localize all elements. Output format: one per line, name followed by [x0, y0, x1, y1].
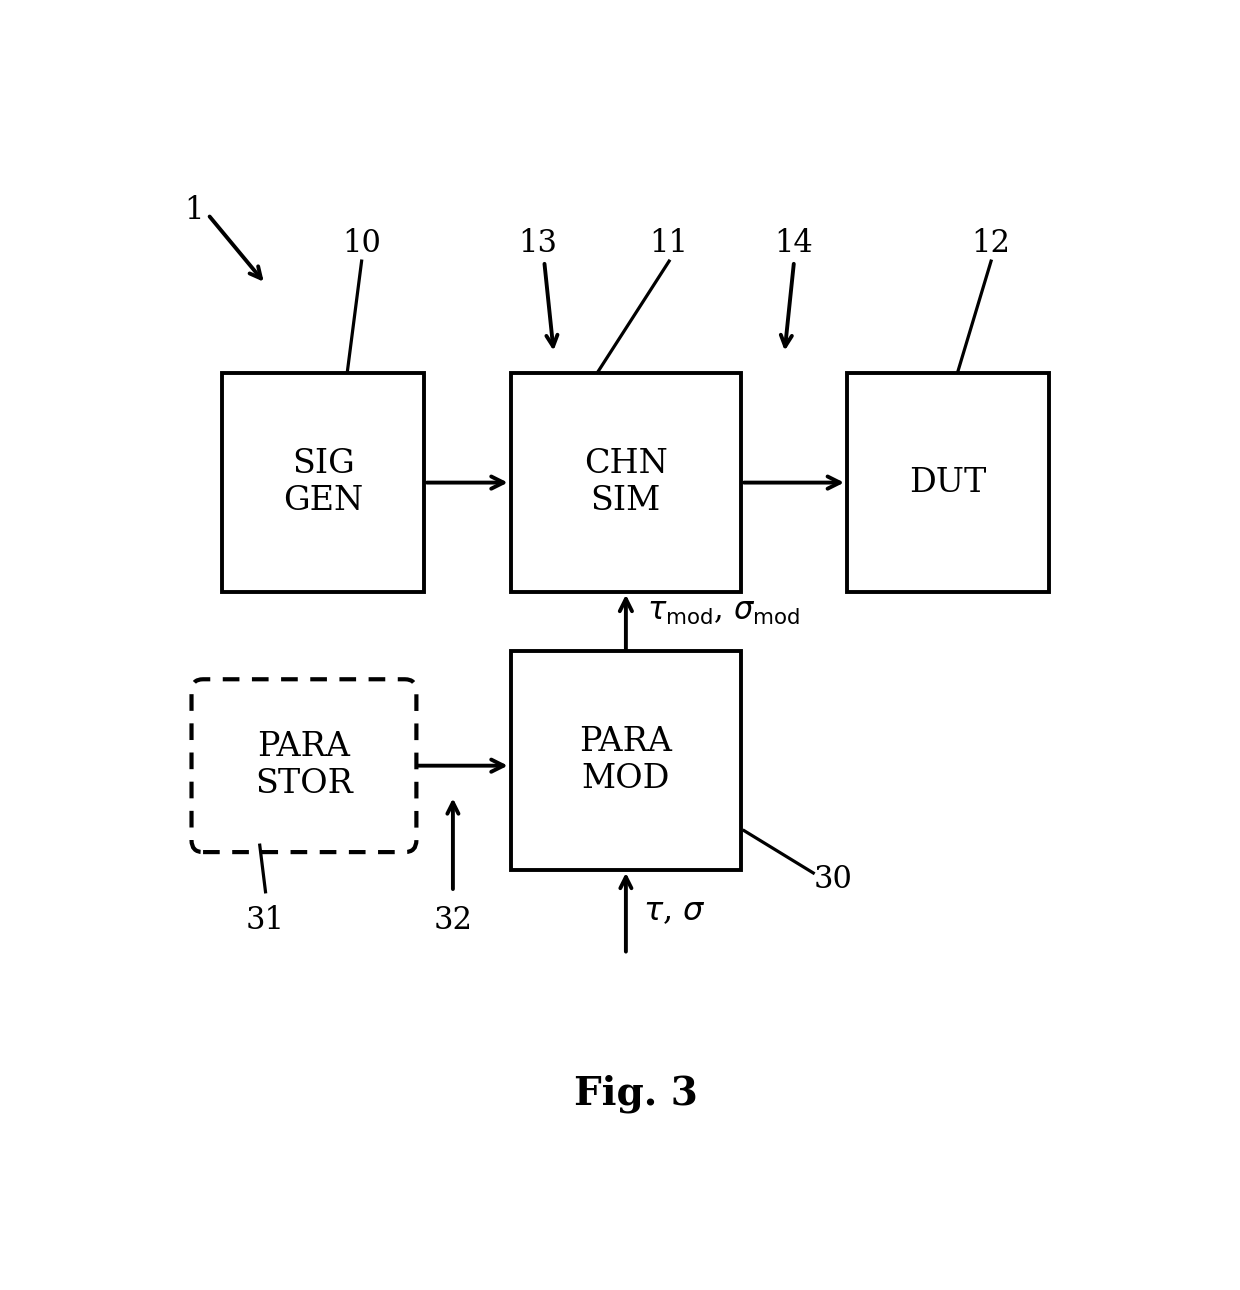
Text: CHN
SIM: CHN SIM: [584, 448, 668, 517]
FancyBboxPatch shape: [191, 680, 417, 853]
Text: 13: 13: [518, 228, 557, 259]
Text: $\tau$, $\sigma$: $\tau$, $\sigma$: [644, 897, 706, 928]
Text: $\tau_{\rm mod}$, $\sigma_{\rm mod}$: $\tau_{\rm mod}$, $\sigma_{\rm mod}$: [647, 596, 800, 627]
Text: DUT: DUT: [909, 467, 987, 499]
Text: 32: 32: [434, 904, 472, 935]
Bar: [511, 651, 742, 869]
Text: 11: 11: [650, 228, 688, 259]
Text: 1: 1: [184, 195, 203, 226]
Text: SIG
GEN: SIG GEN: [283, 448, 363, 517]
Text: PARA
MOD: PARA MOD: [579, 726, 672, 795]
Text: 12: 12: [972, 228, 1011, 259]
Text: 10: 10: [342, 228, 381, 259]
Bar: [847, 373, 1049, 592]
Text: 30: 30: [813, 864, 852, 895]
Bar: [222, 373, 424, 592]
Text: 31: 31: [246, 904, 285, 935]
Text: Fig. 3: Fig. 3: [574, 1075, 697, 1113]
Text: PARA
STOR: PARA STOR: [255, 731, 353, 800]
Text: 14: 14: [775, 228, 813, 259]
Bar: [511, 373, 742, 592]
